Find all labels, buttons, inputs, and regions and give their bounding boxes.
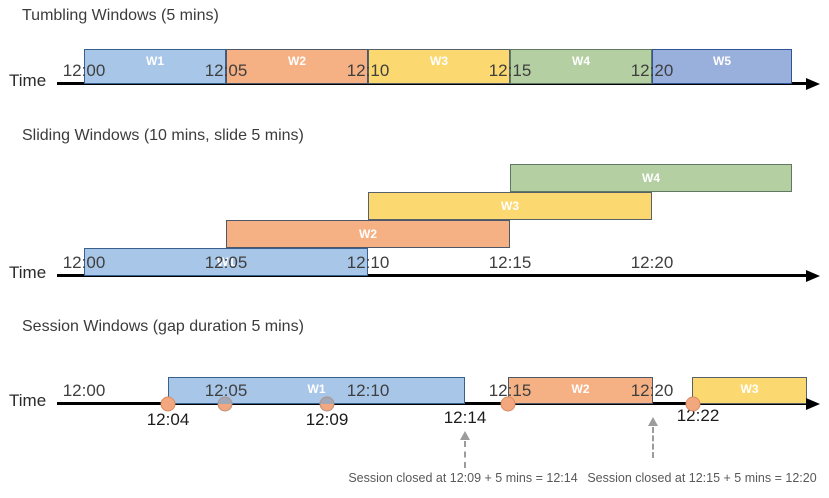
window-bar-w2: W2	[226, 49, 368, 84]
time-axis-label: Time	[9, 71, 47, 90]
window-bar-w2: W2	[508, 377, 653, 404]
window-label: W5	[713, 54, 731, 68]
event-time-label: 12:04	[146, 410, 190, 429]
tick-label: 12:00	[62, 381, 106, 400]
event-dot-12-05	[217, 396, 233, 412]
session-section-title: Session Windows (gap duration 5 mins)	[22, 318, 304, 335]
window-label: W1	[307, 382, 326, 396]
dashed-arrow-line	[464, 441, 466, 468]
tick-label: 12:15	[488, 381, 532, 400]
sliding-section-title: Sliding Windows (10 mins, slide 5 mins)	[22, 127, 304, 144]
tick-label: 12:00	[62, 253, 106, 272]
tick-label: 12:15	[488, 61, 532, 80]
window-label: W2	[359, 227, 377, 241]
window-label: W1	[146, 54, 164, 68]
event-time-label: 12:09	[305, 410, 349, 429]
tick-label: 12:05	[204, 61, 248, 80]
axis-arrowhead-icon	[806, 78, 820, 90]
tick-label: 12:20	[630, 253, 674, 272]
event-dot-12-15	[500, 396, 516, 412]
tick-label: 12:20	[630, 61, 674, 80]
window-bar-w3: W3	[692, 377, 807, 404]
session-close-annotation: Session closed at 12:15 + 5 mins = 12:20	[587, 471, 817, 485]
session-close-annotation: Session closed at 12:09 + 5 mins = 12:14	[348, 471, 578, 485]
window-bar-w2: W2	[226, 220, 510, 248]
window-label: W3	[740, 382, 759, 396]
window-label: W1	[217, 255, 235, 269]
axis-arrowhead-icon	[806, 270, 820, 282]
tick-label: 12:15	[488, 253, 532, 272]
window-label: W4	[642, 171, 660, 185]
event-time-label: 12:22	[676, 406, 720, 425]
window-bar-w1: W1	[84, 248, 368, 276]
window-bar-w4: W4	[510, 164, 792, 192]
event-dot-12-22	[685, 396, 701, 412]
dashed-up-arrowhead-icon	[460, 431, 470, 440]
window-bar-w5: W5	[652, 49, 792, 84]
tick-label: 12:05	[204, 253, 248, 272]
window-bar-w3: W3	[368, 49, 510, 84]
dashed-arrow-line	[652, 427, 654, 458]
tick-label: 12:10	[346, 253, 390, 272]
window-label: W3	[501, 199, 519, 213]
dashed-up-arrowhead-icon	[648, 417, 658, 426]
tick-label: 12:10	[346, 381, 390, 400]
window-bar-w4: W4	[510, 49, 652, 84]
tick-label: 12:05	[204, 381, 248, 400]
tick-label: 12:00	[62, 61, 106, 80]
window-bar-w3: W3	[368, 192, 652, 220]
window-label: W3	[430, 54, 448, 68]
close-time-label: 12:14	[443, 408, 487, 427]
window-label: W2	[288, 54, 306, 68]
window-bar-w1: W1	[84, 49, 226, 84]
time-axis-line	[57, 274, 808, 277]
tick-label: 12:20	[630, 381, 674, 400]
event-dot-12-09	[319, 396, 335, 412]
window-label: W4	[572, 54, 590, 68]
tumbling-section-title: Tumbling Windows (5 mins)	[22, 7, 219, 24]
time-axis-label: Time	[9, 391, 47, 410]
axis-arrowhead-icon	[806, 398, 820, 410]
tick-label: 12:10	[346, 61, 390, 80]
event-dot-12-04	[160, 396, 176, 412]
time-axis-label: Time	[9, 263, 47, 282]
window-label: W2	[571, 382, 590, 396]
